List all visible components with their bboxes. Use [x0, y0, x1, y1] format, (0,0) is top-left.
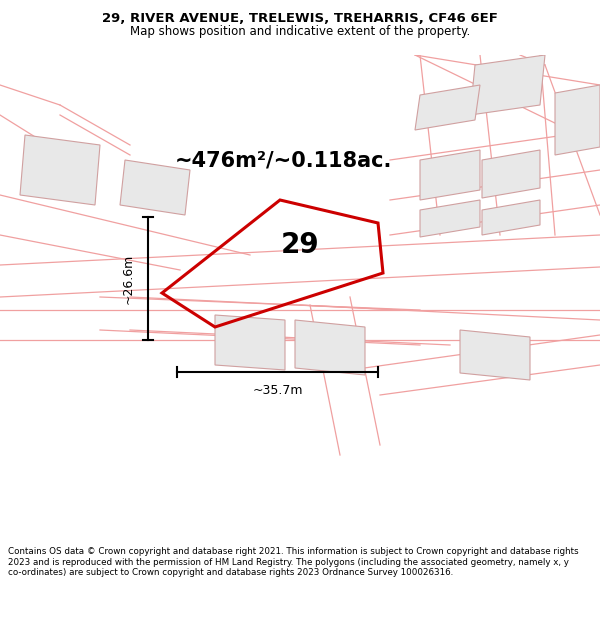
Polygon shape	[482, 200, 540, 235]
Text: ~476m²/~0.118ac.: ~476m²/~0.118ac.	[175, 150, 392, 170]
Polygon shape	[415, 85, 480, 130]
Polygon shape	[120, 160, 190, 215]
Polygon shape	[420, 150, 480, 200]
Polygon shape	[420, 200, 480, 237]
Polygon shape	[215, 315, 285, 370]
Polygon shape	[20, 135, 100, 205]
Polygon shape	[482, 150, 540, 198]
Polygon shape	[295, 320, 365, 375]
Text: ~26.6m: ~26.6m	[121, 253, 134, 304]
Polygon shape	[470, 55, 545, 115]
Polygon shape	[555, 85, 600, 155]
Polygon shape	[460, 330, 530, 380]
Text: 29, RIVER AVENUE, TRELEWIS, TREHARRIS, CF46 6EF: 29, RIVER AVENUE, TRELEWIS, TREHARRIS, C…	[102, 12, 498, 25]
Text: 29: 29	[281, 231, 319, 259]
Text: Map shows position and indicative extent of the property.: Map shows position and indicative extent…	[130, 26, 470, 39]
Text: Contains OS data © Crown copyright and database right 2021. This information is : Contains OS data © Crown copyright and d…	[8, 548, 578, 578]
Text: ~35.7m: ~35.7m	[252, 384, 303, 396]
